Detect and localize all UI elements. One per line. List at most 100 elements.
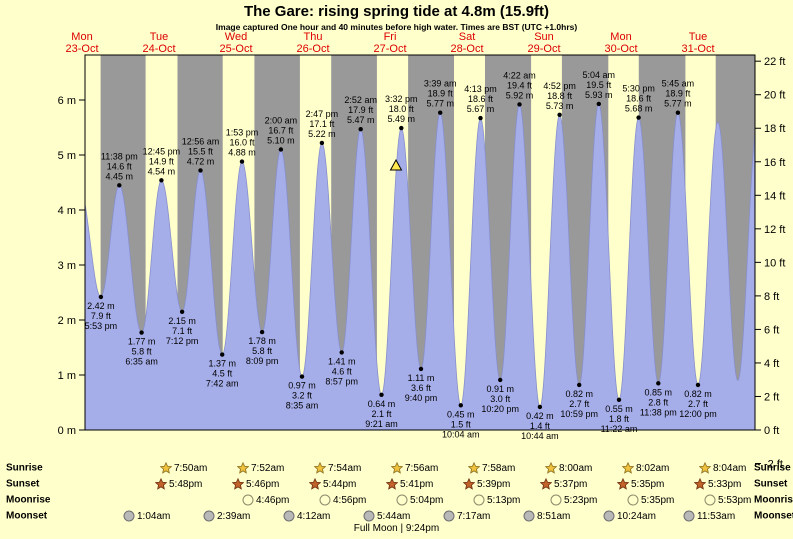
low-tide-annotation-line: 3.2 ft [292,391,313,401]
low-tide-annotation-line: 2.42 m [87,301,115,311]
moonset-moon-icon [283,510,295,522]
day-label-date: 25-Oct [219,43,252,55]
moonrise-time: 5:23pm [564,494,598,506]
high-tide-annotation-line: 5:30 pm [622,84,655,94]
almanac-row-label-sunrise-right: Sunrise [754,462,791,474]
low-tide-annotation-line: 5:53 pm [85,321,118,331]
low-tide-annotation-line: 1.8 ft [609,414,630,424]
sunrise-entry: 8:04am [699,462,746,474]
low-tide-annotation-line: 2.15 m [168,316,196,326]
moonrise-entry: 5:23pm [550,494,597,506]
high-tide-annotation-line: 17.9 ft [348,105,374,115]
moonrise-entry: 5:04pm [396,494,443,506]
day-label-name: Mon [610,31,631,43]
chart-title: The Gare: rising spring tide at 4.8m (15… [243,3,550,20]
day-label-date: 26-Oct [296,43,329,55]
low-tide-annotation-line: 8:57 pm [325,376,358,386]
moonrise-entry: 5:13pm [473,494,520,506]
sunrise-star-icon [237,462,249,474]
almanac-row-label-moonset-right: Moonset [754,510,793,522]
high-tide-annotation-line: 11:38 pm [101,151,138,161]
sunset-entry: 5:39pm [463,478,510,490]
low-tide-annotation-line: 2.7 ft [569,399,590,409]
high-tide-annotation-line: 16.7 ft [268,126,294,136]
high-tide-annotation-line: 19.4 ft [507,80,533,90]
day-label-date: 24-Oct [142,43,175,55]
sunset-entry: 5:37pm [540,478,587,490]
moonset-moon-icon [203,510,215,522]
left-axis-tick-label: 0 m [58,425,76,437]
high-tide-annotation-line: 3:32 pm [385,94,418,104]
left-axis-tick-label: 1 m [58,370,76,382]
sunset-time: 5:33pm [708,478,742,490]
high-tide-annotation-line: 5.49 m [388,114,416,124]
low-tide-annotation-line: 6:35 am [125,357,158,367]
low-tide-annotation-line: 2.1 ft [371,409,392,419]
tide-point-dot [278,147,284,152]
low-tide-annotation-line: 2.8 ft [648,397,669,407]
moonset-time: 10:24am [617,510,656,522]
tide-point-dot [139,330,144,335]
high-tide-annotation-line: 5.77 m [426,99,454,109]
sunrise-time: 7:52am [251,462,285,474]
tide-point-dot [418,366,424,372]
high-tide-annotation-line: 5.73 m [546,101,574,111]
low-tide-annotation-line: 12:00 pm [679,409,717,419]
low-tide-annotation-line: 0.82 m [565,389,593,399]
high-tide-annotation-line: 5.92 m [506,90,534,100]
tide-point-dot [616,397,622,402]
day-label-date: 23-Oct [65,43,98,55]
sunrise-star-icon [622,462,634,474]
sunrise-star-icon [468,462,480,474]
moonrise-time: 5:35pm [641,494,675,506]
day-label-name: Tue [150,31,169,43]
day-label-date: 28-Oct [450,43,483,55]
tide-point-dot [596,101,601,107]
moonrise-moon-icon [550,494,562,506]
moonset-moon-icon [443,510,455,522]
sunset-star-icon [617,478,629,490]
high-tide-annotation-line: 2:00 am [265,116,298,126]
low-tide-annotation-line: 0.45 m [447,409,475,419]
sunset-entry: 5:41pm [386,478,433,490]
high-tide-annotation-line: 5.68 m [625,104,653,114]
low-tide-annotation-line: 1.77 m [128,337,156,347]
right-axis-tick-label: 4 ft [764,358,779,370]
almanac-row-label-moonrise-right: Moonrise [754,494,793,506]
moonset-moon-icon [683,510,695,522]
tide-point-dot [498,377,503,383]
low-tide-annotation-line: 7.9 ft [91,311,112,321]
moonset-entry: 1:04am [123,510,170,522]
low-tide-annotation-line: 1.5 ft [451,419,472,429]
low-tide-annotation-line: 10:04 am [442,429,480,439]
tide-point-dot [557,112,562,118]
high-tide-annotation-line: 14.9 ft [149,156,175,166]
sunrise-time: 7:50am [174,462,208,474]
tide-point-dot [117,183,122,188]
low-tide-annotation-line: 7:12 pm [166,336,199,346]
left-axis-tick-label: 6 m [58,95,76,107]
moonrise-moon-icon [396,494,408,506]
sunrise-star-icon [160,462,172,474]
day-label-name: Sat [459,31,476,43]
tide-point-dot [458,403,463,408]
day-label-date: 29-Oct [527,43,560,55]
tide-point-dot [656,381,661,386]
high-tide-annotation-line: 17.1 ft [309,119,335,129]
low-tide-annotation-line: 1.11 m [408,373,435,383]
right-axis-tick-label: 14 ft [764,190,785,202]
moonset-time: 7:17am [457,510,491,522]
high-tide-annotation-line: 4:22 am [503,70,536,80]
low-tide-annotation-line: 0.55 m [605,404,633,414]
sunrise-time: 8:00am [559,462,593,474]
high-tide-annotation-line: 18.6 ft [468,94,494,104]
low-tide-annotation-line: 3.6 ft [411,383,432,393]
sunrise-entry: 8:00am [545,462,592,474]
moonrise-entry: 4:46pm [242,494,289,506]
high-tide-annotation-line: 18.8 ft [547,91,573,101]
tide-point-dot [220,352,225,357]
right-axis-tick-label: 20 ft [764,90,785,102]
high-tide-annotation-line: 4.45 m [106,171,134,181]
right-axis-tick-label: 2 ft [764,391,779,403]
day-label-date: 27-Oct [373,43,406,55]
